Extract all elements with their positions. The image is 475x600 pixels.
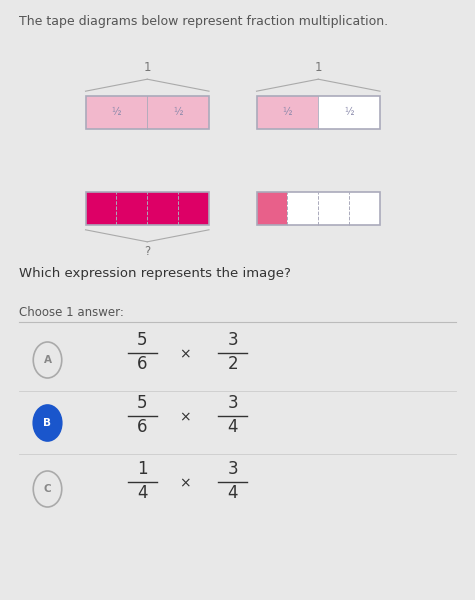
Text: 6: 6	[137, 418, 148, 436]
Bar	[256, 192, 287, 225]
Text: 1: 1	[314, 61, 322, 74]
Bar	[86, 96, 147, 129]
Text: C: C	[44, 484, 51, 494]
Text: ½: ½	[283, 107, 292, 118]
Bar	[318, 192, 349, 225]
Text: 1: 1	[137, 460, 148, 478]
Text: ½: ½	[112, 107, 121, 118]
Text: 3: 3	[228, 331, 238, 349]
Bar	[256, 192, 380, 225]
Circle shape	[33, 342, 62, 378]
Text: 4: 4	[137, 484, 148, 502]
Bar	[287, 192, 318, 225]
Text: ½: ½	[344, 107, 354, 118]
Text: ×: ×	[180, 476, 191, 490]
Text: ?: ?	[144, 245, 151, 259]
Text: 4: 4	[228, 484, 238, 502]
Text: The tape diagrams below represent fraction multiplication.: The tape diagrams below represent fracti…	[19, 15, 388, 28]
Bar	[147, 96, 209, 129]
Bar	[178, 192, 209, 225]
Bar	[116, 192, 147, 225]
Text: 3: 3	[228, 460, 238, 478]
Bar	[86, 192, 116, 225]
Circle shape	[33, 405, 62, 441]
Text: 6: 6	[137, 355, 148, 373]
Text: Choose 1 answer:: Choose 1 answer:	[19, 306, 124, 319]
Text: A: A	[44, 355, 51, 365]
Text: 5: 5	[137, 331, 148, 349]
Text: B: B	[44, 418, 51, 428]
Text: ×: ×	[180, 410, 191, 424]
Text: ½: ½	[173, 107, 183, 118]
Bar	[256, 96, 380, 129]
Bar	[147, 192, 178, 225]
Bar	[86, 192, 209, 225]
Text: 2: 2	[228, 355, 238, 373]
Text: 4: 4	[228, 418, 238, 436]
Circle shape	[33, 471, 62, 507]
Text: ×: ×	[180, 347, 191, 361]
Bar	[318, 96, 380, 129]
Text: 1: 1	[143, 61, 151, 74]
Text: 5: 5	[137, 394, 148, 412]
Bar	[349, 192, 380, 225]
Bar	[86, 96, 209, 129]
Bar	[256, 96, 318, 129]
Text: Which expression represents the image?: Which expression represents the image?	[19, 267, 291, 280]
Text: 3: 3	[228, 394, 238, 412]
